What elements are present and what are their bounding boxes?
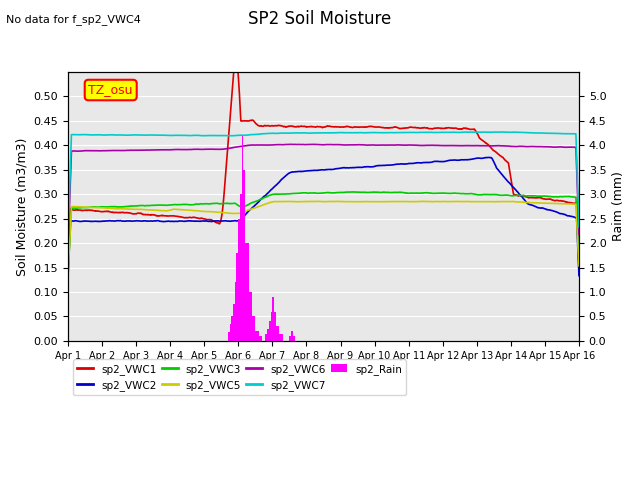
Y-axis label: Raim (mm): Raim (mm) xyxy=(612,171,625,241)
Text: SP2 Soil Moisture: SP2 Soil Moisture xyxy=(248,10,392,28)
Text: No data for f_sp2_VWC4: No data for f_sp2_VWC4 xyxy=(6,14,141,25)
Y-axis label: Soil Moisture (m3/m3): Soil Moisture (m3/m3) xyxy=(15,137,28,276)
Legend: sp2_VWC1, sp2_VWC2, sp2_VWC3, sp2_VWC5, sp2_VWC6, sp2_VWC7, sp2_Rain: sp2_VWC1, sp2_VWC2, sp2_VWC3, sp2_VWC5, … xyxy=(73,360,406,395)
Text: TZ_osu: TZ_osu xyxy=(88,84,133,96)
